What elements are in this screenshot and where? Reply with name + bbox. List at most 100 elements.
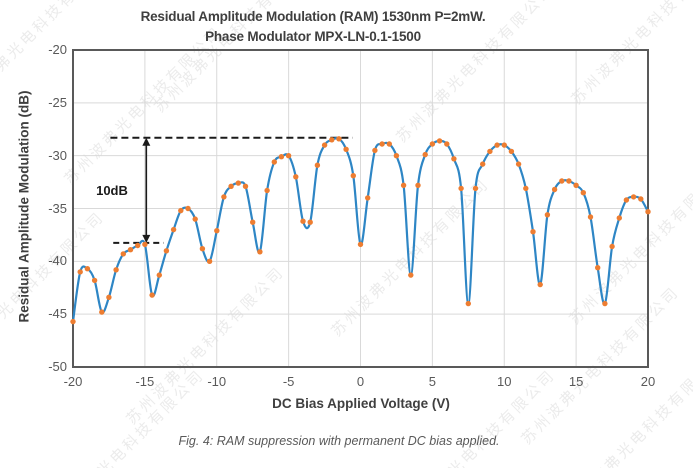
data-point-marker [501, 142, 507, 148]
data-point-marker [587, 214, 594, 220]
data-point-marker [264, 187, 270, 194]
data-point-marker [400, 182, 407, 188]
ram-chart [70, 49, 651, 368]
data-point-marker [602, 300, 608, 307]
data-point-marker [623, 197, 630, 203]
data-point-marker [372, 147, 378, 154]
data-point-marker [257, 249, 263, 255]
data-point-marker [472, 185, 479, 192]
data-point-marker [386, 141, 392, 147]
data-point-marker [379, 141, 385, 147]
data-point-marker [321, 142, 328, 148]
data-point-marker [206, 258, 213, 264]
data-point-marker [444, 141, 450, 147]
data-point-marker [127, 247, 134, 253]
x-tick-label: 15 [568, 374, 584, 389]
data-point-marker [537, 281, 543, 288]
data-point-marker [250, 219, 256, 225]
data-point-marker [494, 142, 500, 148]
ram-curve [71, 137, 650, 323]
y-tick-label: -35 [48, 200, 67, 216]
x-tick-label: 0 [356, 374, 365, 389]
data-point-marker [393, 153, 400, 159]
data-point-marker [91, 277, 98, 284]
x-tick-label: 10 [497, 374, 512, 389]
data-point-marker [515, 161, 522, 167]
data-point-marker [113, 267, 119, 273]
data-point-marker [573, 182, 579, 188]
chart-title-line1: Residual Amplitude Modulation (RAM) 1530… [140, 9, 486, 24]
x-tick-label: -10 [207, 374, 227, 389]
data-point-marker [221, 194, 227, 200]
10db-annotation-label: 10dB [96, 183, 128, 198]
data-point-marker [480, 161, 486, 167]
y-tick-label: -30 [48, 147, 67, 163]
y-tick-label: -40 [48, 253, 67, 269]
data-point-marker [307, 219, 313, 225]
data-point-marker [235, 180, 241, 186]
data-point-marker [566, 178, 572, 184]
data-point-marker [415, 182, 421, 188]
data-point-marker [350, 173, 356, 179]
data-point-marker [436, 138, 443, 144]
data-point-marker [580, 190, 586, 196]
data-point-marker [170, 226, 177, 233]
x-axis-title: DC Bias Applied Voltage (V) [272, 396, 450, 411]
plot-border [72, 49, 649, 368]
data-point-marker [329, 137, 335, 143]
data-point-marker [149, 292, 155, 298]
data-point-marker [336, 136, 342, 142]
data-point-marker [638, 196, 644, 202]
data-point-marker [300, 218, 306, 224]
x-tick-label: -20 [63, 374, 83, 389]
data-point-marker [214, 228, 220, 234]
data-point-marker [595, 265, 601, 271]
data-point-marker [99, 309, 105, 315]
y-tick-label: -20 [48, 42, 67, 57]
arrowhead-down-icon [142, 234, 151, 243]
data-point-marker [508, 148, 515, 155]
x-tick-label: -15 [135, 374, 155, 389]
data-point-marker [242, 183, 249, 189]
data-point-marker [293, 174, 299, 180]
chart-title-line2: Phase Modulator MPX-LN-0.1-1500 [205, 29, 421, 44]
data-point-marker [559, 178, 565, 184]
data-point-marker [77, 269, 83, 275]
data-point-marker [120, 251, 127, 257]
data-point-marker [616, 215, 622, 221]
data-point-marker [271, 159, 277, 165]
data-point-marker [156, 272, 162, 278]
data-point-marker [365, 195, 371, 201]
data-point-marker [465, 300, 471, 307]
y-tick-label: -45 [48, 306, 67, 322]
data-point-marker [630, 194, 637, 200]
data-point-marker [228, 183, 234, 189]
figure-caption: Fig. 4: RAM suppression with permanent D… [178, 434, 500, 448]
data-point-marker [285, 153, 292, 159]
data-point-marker [357, 241, 364, 248]
y-tick-label: -50 [48, 359, 67, 374]
x-tick-label: 20 [640, 374, 656, 389]
data-point-marker [278, 154, 285, 160]
chart-title: Residual Amplitude Modulation (RAM) 1530… [141, 7, 486, 47]
data-point-marker [544, 212, 551, 218]
arrowhead-up-icon [142, 137, 151, 146]
data-point-marker [84, 266, 91, 272]
data-point-marker [106, 294, 112, 300]
data-point-marker [178, 207, 184, 214]
data-point-marker [422, 151, 428, 158]
data-point-marker [70, 318, 76, 325]
data-point-marker [192, 216, 198, 222]
data-point-marker [523, 185, 529, 192]
data-point-marker [551, 186, 558, 193]
data-point-marker [142, 241, 148, 248]
x-tick-label: -5 [282, 374, 295, 389]
data-point-marker [429, 141, 436, 147]
data-point-marker [199, 246, 206, 252]
data-point-marker [343, 146, 349, 152]
data-point-marker [185, 205, 191, 212]
data-point-marker [408, 272, 414, 278]
data-point-marker [163, 248, 170, 254]
data-point-marker [645, 209, 651, 215]
